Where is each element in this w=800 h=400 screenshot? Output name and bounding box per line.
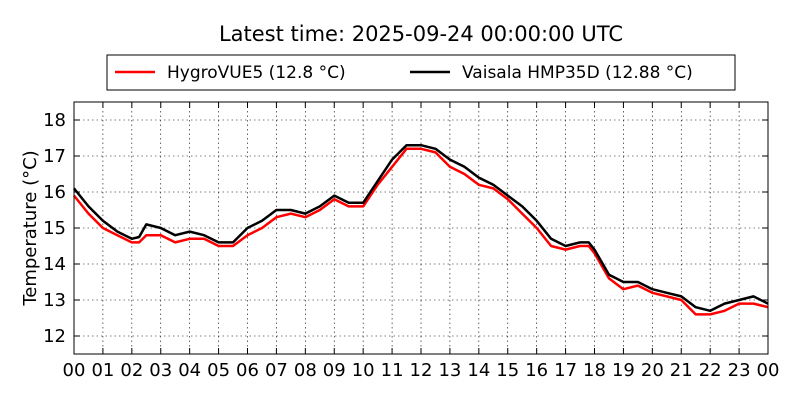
series-line-vaisala bbox=[73, 143, 769, 313]
y-tick-label: 16 bbox=[43, 182, 66, 203]
y-tick-label: 18 bbox=[43, 110, 66, 131]
grid bbox=[73, 102, 769, 354]
x-tick-label: 16 bbox=[525, 360, 548, 381]
x-tick-label: 17 bbox=[554, 360, 577, 381]
x-tick-label: 21 bbox=[670, 360, 693, 381]
x-tick-label: 22 bbox=[699, 360, 722, 381]
y-tick-label: 13 bbox=[43, 290, 66, 311]
x-tick-label: 09 bbox=[323, 360, 346, 381]
y-axis-label: Temperature (°C) bbox=[20, 150, 41, 306]
ticks bbox=[73, 102, 769, 354]
y-tick-label: 17 bbox=[43, 146, 66, 167]
series bbox=[73, 143, 769, 316]
x-tick-label: 01 bbox=[91, 360, 114, 381]
x-tick-label: 15 bbox=[496, 360, 519, 381]
legend-label-vaisala: Vaisala HMP35D (12.88 °C) bbox=[462, 63, 693, 83]
x-tick-label: 14 bbox=[467, 360, 490, 381]
x-tick-label: 04 bbox=[178, 360, 201, 381]
x-tick-label: 18 bbox=[583, 360, 606, 381]
y-tick-labels: 12 13 14 15 16 17 18 bbox=[43, 110, 66, 347]
x-tick-label: 10 bbox=[352, 360, 375, 381]
x-tick-label: 08 bbox=[294, 360, 317, 381]
x-tick-label: 05 bbox=[207, 360, 230, 381]
x-tick-label: 06 bbox=[236, 360, 259, 381]
legend: HygroVUE5 (12.8 °C) Vaisala HMP35D (12.8… bbox=[106, 54, 736, 91]
x-tick-label: 00 bbox=[757, 360, 780, 381]
y-tick-label: 15 bbox=[43, 218, 66, 239]
y-tick-label: 14 bbox=[43, 254, 66, 275]
x-tick-label: 19 bbox=[612, 360, 635, 381]
x-tick-label: 07 bbox=[265, 360, 288, 381]
x-tick-label: 00 bbox=[63, 360, 86, 381]
x-tick-label: 03 bbox=[149, 360, 172, 381]
y-tick-label: 12 bbox=[43, 326, 66, 347]
x-tick-label: 02 bbox=[120, 360, 143, 381]
series-line-hygrovue5 bbox=[73, 147, 769, 316]
legend-label-hygrovue5: HygroVUE5 (12.8 °C) bbox=[167, 63, 346, 83]
x-tick-label: 11 bbox=[381, 360, 404, 381]
chart-title: Latest time: 2025-09-24 00:00:00 UTC bbox=[219, 22, 623, 46]
x-tick-labels: 00 01 02 03 04 05 06 07 08 09 10 11 12 13 14 15 16 17 18 19… bbox=[63, 360, 780, 381]
x-tick-label: 13 bbox=[438, 360, 461, 381]
x-tick-label: 20 bbox=[641, 360, 664, 381]
x-tick-label: 23 bbox=[728, 360, 751, 381]
x-tick-label: 12 bbox=[410, 360, 433, 381]
